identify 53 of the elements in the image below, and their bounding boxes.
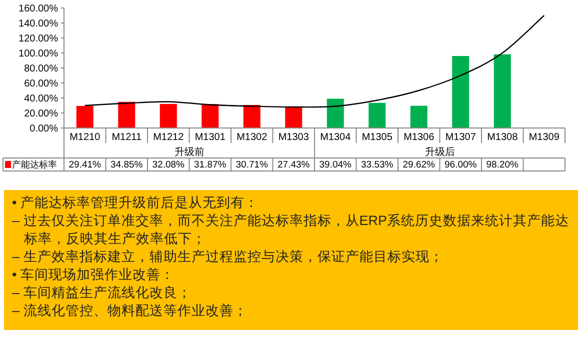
bar	[326, 98, 344, 128]
data-label: 34.85%	[110, 160, 144, 170]
text: 升级前	[174, 146, 204, 158]
data-label: 33.53%	[361, 160, 394, 170]
data-label: 32.08%	[152, 160, 186, 170]
x-tick-label: M1304	[320, 132, 352, 143]
line-series	[84, 14, 545, 108]
text: – 过去仅关注订单准交率，而不关注产能达标率指标，从ERP系统历史数据来统计其产能达标率，反映其生产效率低下；	[12, 212, 570, 248]
x-tick-label: M1305	[362, 132, 393, 143]
bar	[243, 104, 260, 128]
text: – 车间精益生产流线化改良；	[12, 284, 192, 302]
y-tick-label: 40.00%	[24, 94, 58, 104]
legend-label: 产能达标率	[12, 160, 57, 170]
data-label: 27.43%	[278, 160, 310, 170]
bar	[118, 102, 136, 128]
y-tick-label: 140.00%	[18, 18, 58, 30]
data-label: 30.71%	[236, 160, 269, 170]
y-tick-label: 100.00%	[18, 48, 58, 60]
x-tick-label: M1308	[487, 132, 518, 143]
x-tick-label: M1303	[278, 132, 310, 143]
y-tick-label: 120.00%	[18, 34, 58, 44]
bar	[285, 107, 302, 128]
bar	[76, 106, 94, 128]
bar	[494, 54, 511, 128]
y-tick-label: 60.00%	[24, 78, 58, 90]
text: – 生产效率指标建立，辅助生产过程监控与决策，保证产能目标实现；	[12, 248, 444, 266]
bar	[160, 104, 177, 128]
y-tick-label: 80.00%	[24, 64, 58, 74]
x-tick-label: M1306	[404, 132, 435, 143]
text: • 产能达标率管理升级前后是从无到有：	[12, 194, 260, 212]
text: 升级后	[424, 146, 455, 158]
y-tick-label: 160.00%	[18, 4, 58, 14]
y-tick-label: 0.00%	[30, 124, 58, 134]
x-tick-label: M1302	[236, 132, 268, 143]
text: • 车间现场加强作业改善：	[12, 266, 176, 284]
data-label: 29.62%	[402, 160, 436, 170]
x-tick-label: M1301	[194, 132, 226, 143]
data-label: 98.20%	[486, 160, 520, 170]
bar	[452, 56, 470, 128]
data-label: 96.00%	[444, 160, 478, 170]
x-tick-label: M1307	[445, 132, 476, 143]
y-tick-label: 20.00%	[24, 108, 58, 120]
x-tick-label: M1212	[153, 132, 184, 143]
text: – 流线化管控、物料配送等作业改善；	[12, 302, 248, 320]
x-tick-label: M1309	[528, 132, 560, 143]
data-label: 39.04%	[319, 160, 352, 170]
data-label: 29.41%	[68, 160, 102, 170]
bar	[202, 104, 219, 128]
bar	[410, 106, 428, 128]
x-tick-label: M1211	[112, 132, 142, 143]
x-tick-label: M1210	[70, 132, 101, 143]
data-label: 31.87%	[194, 160, 227, 170]
bar	[368, 102, 386, 128]
